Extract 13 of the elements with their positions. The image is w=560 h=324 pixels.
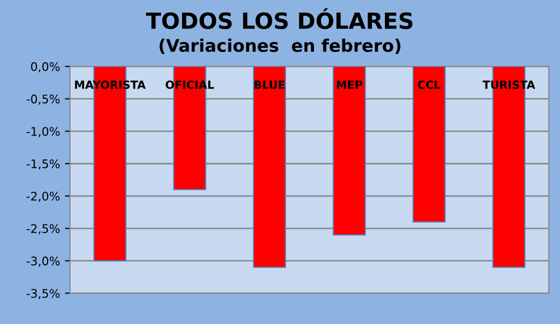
y-tick-label: -2,5% [26,224,60,234]
chart-subtitle: (Variaciones en febrero) [160,38,400,54]
y-tick-label: -1,5% [26,159,60,170]
chart-title: TODOS LOS DÓLARES [146,8,412,30]
y-tick-label: -3,0% [26,256,60,267]
x-tick-label: BLUE [254,80,285,89]
y-tick-label: -0,5% [26,94,60,105]
y-tick-label: -2,0% [26,192,60,202]
y-tick-label: 0,0% [31,62,60,72]
x-tick-label: MEP [336,80,362,89]
y-tick-label: -1,0% [26,126,60,138]
y-tick-label: -3,5% [26,288,60,300]
x-tick-label: CCL [418,80,440,89]
